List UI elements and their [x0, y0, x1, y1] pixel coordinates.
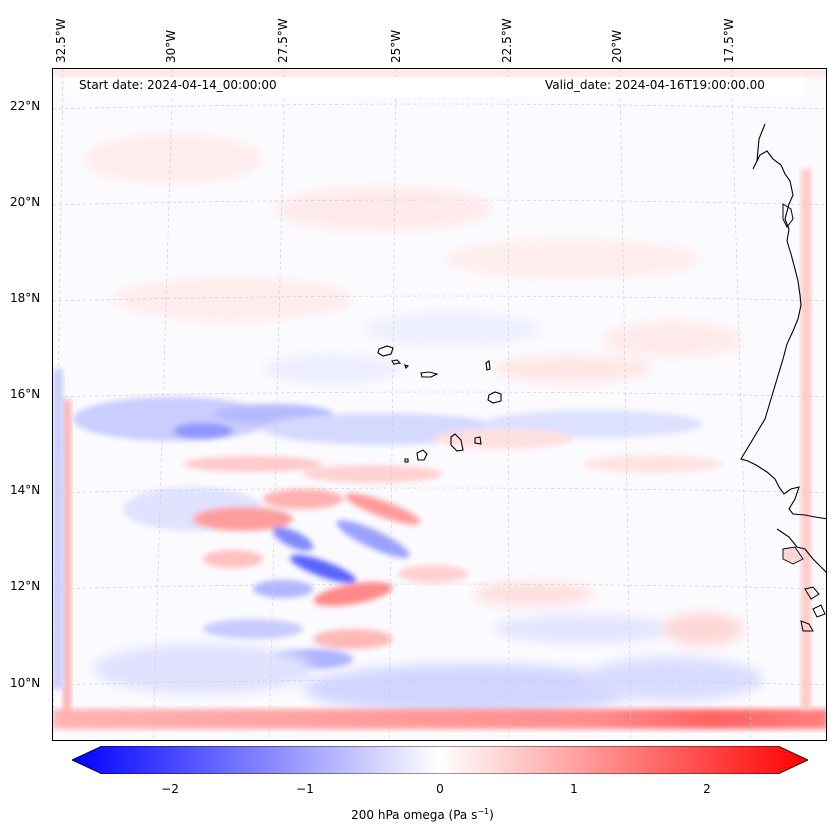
gambia-river-mouth [782, 546, 804, 565]
lon-label-22-5w: 22.5°W [500, 18, 514, 63]
field-middle-band [73, 397, 723, 483]
island-maio [474, 436, 482, 445]
colorbar-body [72, 746, 808, 774]
colorbar-tick-1: 1 [570, 782, 578, 796]
gridlines [53, 69, 826, 740]
island-boa-vista [487, 391, 502, 404]
valid-date-label: Valid_date: 2024-04-16T19:00:00.00 [545, 78, 765, 92]
island-sal [485, 360, 491, 371]
island-fogo [416, 449, 428, 461]
omega-colorbar [72, 746, 808, 774]
lon-label-17-5w: 17.5°W [722, 18, 736, 63]
field-upper-patterns [83, 134, 743, 384]
cape-verde-islands [377, 345, 502, 463]
island-sao-nicolau [420, 371, 439, 378]
field-central-core [123, 487, 468, 669]
island-brava [404, 458, 409, 463]
lon-label-20w: 20°W [610, 29, 624, 63]
right-boundary-band [801, 169, 811, 709]
top-boundary-band [53, 69, 826, 77]
lat-label-18n: 18°N [10, 291, 41, 305]
lat-label-16n: 16°N [10, 387, 41, 401]
cap-vert-peninsula [782, 203, 794, 228]
lat-label-10n: 10°N [10, 676, 41, 690]
bijagos-islands [800, 586, 826, 632]
island-santiago [450, 433, 464, 452]
map-panel [52, 68, 827, 741]
lon-label-32-5w: 32.5°W [54, 18, 68, 63]
lat-label-14n: 14°N [10, 483, 41, 497]
island-sao-vicente [391, 359, 402, 365]
lon-label-30w: 30°W [164, 29, 178, 63]
field-lower-patterns [93, 582, 763, 714]
island-santa-luzia [404, 364, 410, 370]
lon-label-27-5w: 27.5°W [276, 18, 290, 63]
africa-coastline [740, 123, 826, 520]
bottom-boundary-band [53, 709, 826, 729]
lat-label-20n: 20°N [10, 195, 41, 209]
start-date-label: Start date: 2024-04-14_00:00:00 [79, 78, 277, 92]
header-strip [65, 77, 803, 97]
omega-field-map [53, 69, 826, 740]
colorbar-label: 200 hPa omega (Pa s−1) [351, 807, 494, 822]
lon-label-25w: 25°W [389, 29, 403, 63]
colorbar-tick-0: 0 [436, 782, 444, 796]
colorbar-tick-2: 2 [703, 782, 711, 796]
colorbar-tick-neg1: −1 [296, 782, 314, 796]
island-santo-antao [377, 345, 394, 357]
guinea-coastline [776, 528, 826, 573]
colorbar-tick-neg2: −2 [161, 782, 179, 796]
left-boundary-band [63, 399, 71, 719]
left-edge-band [53, 369, 63, 689]
lat-label-22n: 22°N [10, 99, 41, 113]
lat-label-12n: 12°N [10, 579, 41, 593]
